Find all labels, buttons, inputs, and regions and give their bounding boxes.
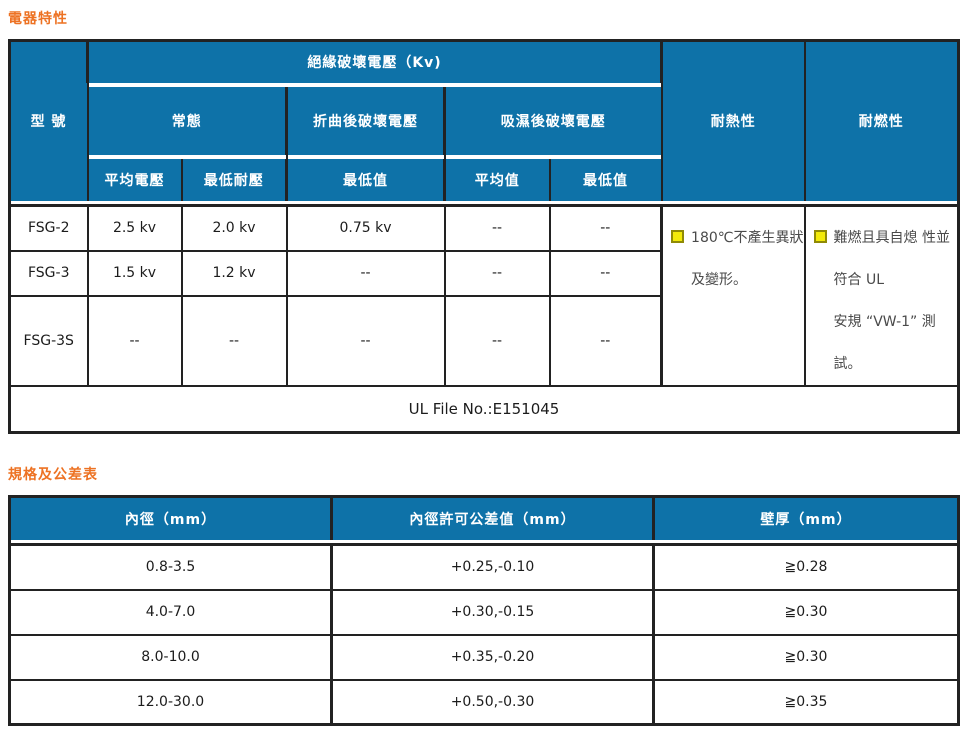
note-text: 180℃不產生異狀: [691, 229, 804, 246]
heat-resistance-note: 180℃不產生異狀 及變形。: [660, 204, 806, 387]
diameter-cell: 12.0-30.0: [8, 678, 333, 726]
header-white-separator: [285, 154, 446, 159]
value-cell: 1.5 kv: [86, 249, 183, 298]
note-line: 符合 UL: [833, 271, 885, 288]
table-row: FSG-3 1.5 kv 1.2 kv -- -- --: [8, 249, 959, 298]
value-cell: --: [548, 295, 663, 387]
table-row: FSG-3S -- -- -- -- --: [8, 295, 959, 387]
value-cell: --: [548, 249, 663, 298]
tolerance-cell: +0.30,-0.15: [330, 588, 655, 636]
tolerance-cell: +0.50,-0.30: [330, 678, 655, 726]
heat-resistance-header: 耐熱性: [660, 39, 806, 202]
tolerance-cell: +0.35,-0.20: [330, 633, 655, 681]
header-white-separator: [443, 154, 663, 159]
header-white-separator: [86, 82, 663, 87]
moisture-min-value-header: 最低值: [548, 157, 663, 202]
tolerance-cell: +0.25,-0.10: [330, 543, 655, 591]
value-cell: 2.0 kv: [180, 204, 288, 252]
table-row: FSG-2 2.5 kv 2.0 kv 0.75 kv -- -- 180℃不產…: [8, 204, 960, 387]
value-cell: --: [285, 249, 446, 298]
moisture-avg-value-header: 平均值: [443, 157, 551, 202]
note-line: 180℃不產生異狀: [671, 217, 804, 259]
flame-resistance-note: 難燃且具自熄 性並 符合 UL 安規 “VW-1” 測 試。: [803, 204, 960, 387]
table-row: 0.8-3.5 +0.25,-0.10 ≧0.28: [8, 543, 960, 591]
value-cell: 2.5 kv: [86, 204, 183, 252]
model-column-header: 型 號: [8, 39, 89, 202]
value-cell: --: [180, 295, 288, 387]
table-row: 8.0-10.0 +0.35,-0.20 ≧0.30: [8, 633, 960, 681]
table-row: 4.0-7.0 +0.30,-0.15 ≧0.30: [8, 588, 960, 636]
value-cell: --: [285, 295, 446, 387]
yellow-square-bullet-icon: [671, 229, 685, 243]
thickness-cell: ≧0.30: [652, 633, 960, 681]
electrical-characteristics-table: 型 號 絕緣破壞電壓（Kv) 耐熱性 耐燃性 常態 折曲後破壞電壓 吸濕後破壞電…: [8, 39, 961, 434]
model-cell: FSG-2: [8, 204, 89, 252]
header-white-separator: [86, 154, 288, 159]
thickness-cell: ≧0.35: [652, 678, 960, 726]
spec-tolerance-table: 內徑（mm） 內徑許可公差值（mm） 壁厚（mm） 0.8-3.5 +0.25,…: [8, 495, 960, 726]
diameter-tolerance-header: 內徑許可公差值（mm）: [330, 495, 655, 541]
value-cell: --: [86, 295, 183, 387]
spec-section-title: 規格及公差表: [8, 467, 98, 483]
value-cell: --: [443, 204, 551, 252]
diameter-cell: 4.0-7.0: [8, 588, 333, 636]
value-cell: --: [548, 204, 663, 252]
model-cell: FSG-3: [8, 249, 89, 298]
insulation-voltage-group-header: 絕緣破壞電壓（Kv): [85, 39, 664, 84]
yellow-square-bullet-icon: [813, 229, 827, 243]
ul-file-number: UL File No.:E151045: [8, 384, 960, 434]
inner-diameter-header: 內徑（mm）: [8, 495, 333, 541]
diameter-cell: 0.8-3.5: [8, 543, 333, 591]
bend-min-value-header: 最低值: [285, 157, 446, 202]
note-text: 難燃且具自熄 性並: [833, 229, 950, 246]
electrical-section-title: 電器特性: [8, 11, 68, 27]
note-line: 及變形。: [691, 271, 748, 288]
note-line: 安規 “VW-1” 測: [833, 313, 936, 330]
note-line: 試。: [833, 355, 862, 372]
header-bottom-separator: [8, 200, 960, 207]
table-row: 12.0-30.0 +0.50,-0.30 ≧0.35: [8, 678, 960, 726]
moisture-breakdown-group-header: 吸濕後破壞電壓: [443, 85, 663, 156]
model-cell: FSG-3S: [8, 295, 89, 387]
wall-thickness-header: 壁厚（mm）: [652, 495, 960, 541]
value-cell: 0.75 kv: [285, 204, 446, 252]
note-line: 難燃且具自熄 性並: [813, 217, 954, 259]
bend-breakdown-group-header: 折曲後破壞電壓: [285, 85, 446, 156]
header-bottom-separator: [8, 540, 960, 546]
avg-voltage-header: 平均電壓: [86, 157, 183, 202]
thickness-cell: ≧0.30: [652, 588, 960, 636]
normal-state-group-header: 常態: [86, 85, 288, 156]
value-cell: --: [443, 295, 551, 387]
diameter-cell: 8.0-10.0: [8, 633, 333, 681]
min-withstand-header: 最低耐壓: [180, 157, 288, 202]
value-cell: 1.2 kv: [180, 249, 288, 298]
value-cell: --: [443, 249, 551, 298]
flame-resistance-header: 耐燃性: [803, 39, 960, 202]
table-row: UL File No.:E151045: [8, 384, 960, 434]
thickness-cell: ≧0.28: [652, 543, 960, 591]
